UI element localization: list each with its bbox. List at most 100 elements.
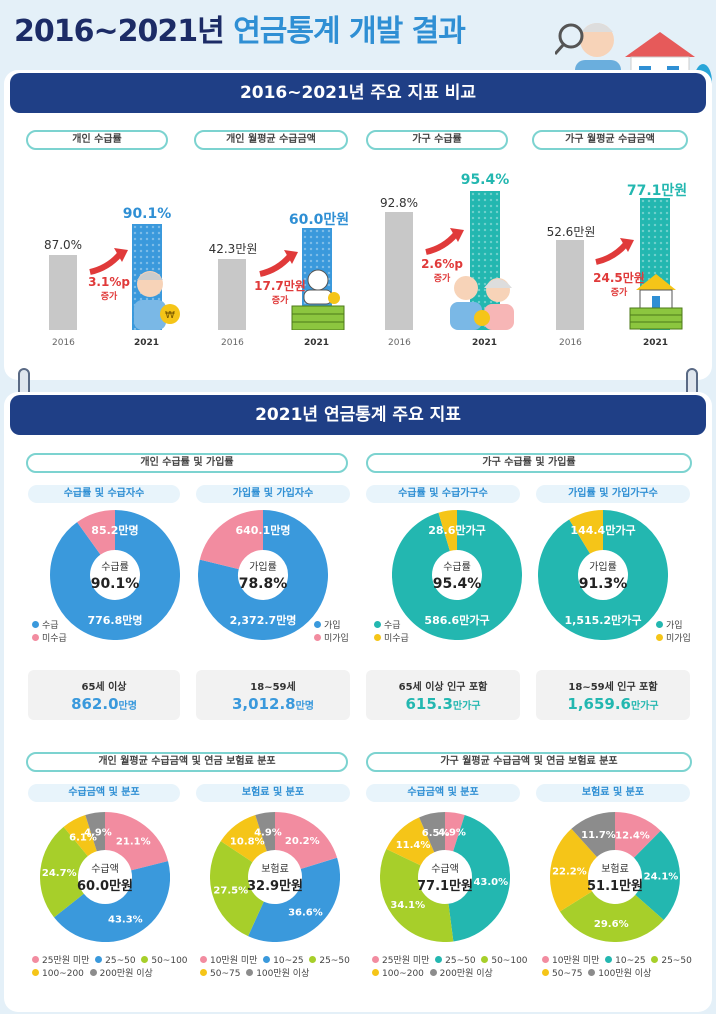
donut-slice bbox=[569, 510, 605, 555]
section2-banner: 2021년 연금통계 주요 지표 bbox=[10, 395, 706, 435]
group-household-rate: 가구 수급률 및 가입률 bbox=[366, 453, 692, 473]
slice-label: 12.4% bbox=[615, 830, 650, 841]
donut-center-value: 77.1만원 bbox=[417, 878, 473, 894]
dist-donut: 수급액 77.1만원 4.9% 43.0% 34.1% 11.4%6.5% bbox=[380, 812, 510, 942]
legend: 25만원 미만 25~50 50~100 100~200 200만원 이상 bbox=[32, 955, 188, 981]
chart4-label: 가구 월평균 수급금액 bbox=[532, 130, 688, 150]
donut-center bbox=[92, 552, 138, 598]
value-2016: 52.6만원 bbox=[546, 225, 596, 239]
donut-slice bbox=[273, 812, 338, 870]
page-title: 2016~2021년 연금통계 개발 결과 bbox=[14, 14, 466, 49]
value-2021: 90.1% bbox=[122, 206, 172, 222]
value-2016: 42.3만원 bbox=[208, 242, 258, 256]
donut-center-value: 90.1% bbox=[91, 576, 140, 592]
value-2021: 77.1만원 bbox=[626, 183, 688, 199]
group-personal-dist: 개인 월평균 수급금액 및 연금 보험료 분포 bbox=[26, 752, 348, 772]
svg-text:₩: ₩ bbox=[165, 310, 175, 321]
increase-label: 2.6%p 증가 bbox=[421, 257, 463, 285]
donut-slice bbox=[103, 812, 169, 872]
slice-label: 6.1% bbox=[69, 833, 97, 844]
sub-label: 수급금액 및 분포 bbox=[366, 784, 520, 802]
chart1-label: 개인 수급률 bbox=[26, 130, 168, 150]
slice-label: 21.1% bbox=[116, 837, 151, 848]
year-2016: 2016 bbox=[388, 338, 411, 348]
chart2-label: 개인 월평균 수급금액 bbox=[194, 130, 348, 150]
donut-bottom-value: 1,515.2만가구 bbox=[565, 613, 642, 627]
legend: 가입 미가입 bbox=[656, 620, 691, 646]
slice-label: 29.6% bbox=[594, 919, 629, 930]
donut-slice bbox=[613, 812, 661, 859]
donut-slice bbox=[248, 857, 340, 942]
slice-label: 24.1% bbox=[644, 871, 679, 882]
group-household-dist: 가구 월평균 수급금액 및 연금 보험료 분포 bbox=[366, 752, 692, 772]
value-2016: 92.8% bbox=[379, 196, 419, 210]
sub-label: 가입률 및 가입자수 bbox=[196, 485, 350, 503]
donut-slice bbox=[392, 510, 522, 640]
increase-arrow-icon bbox=[259, 250, 298, 277]
year-2016: 2016 bbox=[559, 338, 582, 348]
value-2016: 87.0% bbox=[43, 238, 83, 252]
donut-center-label: 수급률 bbox=[443, 561, 471, 573]
slice-label: 10.8% bbox=[230, 836, 265, 847]
slice-label: 36.6% bbox=[288, 908, 323, 919]
elderly-person-icon: ₩ bbox=[134, 271, 180, 330]
rate-donut: 수급률 95.4% 28.6만가구 586.6만가구 bbox=[392, 510, 522, 640]
year-2021: 2021 bbox=[134, 338, 160, 348]
sub-label: 보험료 및 분포 bbox=[196, 784, 350, 802]
elderly-couple-icon bbox=[450, 276, 514, 330]
slice-label: 43.0% bbox=[473, 877, 508, 888]
donut-bottom-value: 776.8만명 bbox=[87, 613, 142, 627]
donut-slice bbox=[255, 812, 276, 852]
donut-top-value: 640.1만명 bbox=[235, 523, 290, 537]
donut-top-value: 85.2만명 bbox=[91, 523, 138, 537]
donut-slice bbox=[63, 815, 98, 857]
donut-center-label: 수급액 bbox=[91, 863, 119, 875]
donut-center bbox=[580, 552, 626, 598]
donut-slice bbox=[85, 812, 106, 852]
donut-center-label: 보험료 bbox=[601, 863, 629, 875]
money-stack-icon bbox=[291, 269, 345, 330]
donut-slice bbox=[571, 812, 617, 858]
sub-label: 수급금액 및 분포 bbox=[28, 784, 180, 802]
slice-label: 22.2% bbox=[552, 867, 587, 878]
donut-center-value: 51.1만원 bbox=[587, 878, 643, 894]
increase-arrow-icon bbox=[595, 238, 634, 265]
bar-2016 bbox=[218, 259, 246, 330]
donut-top-value: 144.4만가구 bbox=[570, 523, 635, 537]
rate-donut: 수급률 90.1% 85.2만명 776.8만명 bbox=[50, 510, 180, 640]
slice-label: 4.9% bbox=[254, 828, 282, 839]
donut-center-value: 60.0만원 bbox=[77, 878, 133, 894]
donut-center-label: 보험료 bbox=[261, 863, 289, 875]
legend: 가입 미가입 bbox=[314, 620, 349, 646]
year-2016: 2016 bbox=[221, 338, 244, 348]
donut-center-label: 가입률 bbox=[589, 560, 617, 573]
house-money-icon bbox=[629, 274, 683, 330]
legend: 수급 미수급 bbox=[374, 620, 409, 646]
donut-slice bbox=[54, 861, 170, 942]
rate-donut: 가입률 78.8% 640.1만명 2,372.7만명 bbox=[198, 510, 328, 640]
donut-slice bbox=[386, 817, 436, 867]
increase-label: 17.7만원 증가 bbox=[254, 279, 306, 307]
year-2021: 2021 bbox=[643, 338, 669, 348]
dist-donut: 보험료 32.9만원 20.2% 36.6% 27.5% 10.8%4.9% bbox=[210, 812, 340, 942]
rate-donut: 가입률 91.3% 144.4만가구 1,515.2만가구 bbox=[538, 510, 668, 640]
dist-donut: 수급액 60.0만원 21.1% 43.3% 24.7% 6.1%4.9% bbox=[40, 812, 170, 942]
year-2021: 2021 bbox=[472, 338, 498, 348]
slice-label: 27.5% bbox=[213, 886, 248, 897]
donut-slice bbox=[210, 841, 265, 937]
stat-box: 65세 이상 인구 포함 615.3만가구 bbox=[366, 670, 520, 720]
donut-center bbox=[590, 852, 640, 902]
donut-slice bbox=[559, 890, 664, 942]
value-2021: 95.4% bbox=[460, 172, 510, 188]
section1-panel bbox=[4, 70, 712, 380]
donut-center-value: 91.3% bbox=[579, 576, 628, 592]
slice-label: 11.7% bbox=[581, 830, 616, 841]
legend: 25만원 미만 25~50 50~100 100~200 200만원 이상 bbox=[372, 955, 528, 981]
slice-label: 34.1% bbox=[390, 900, 425, 911]
bar-2016 bbox=[49, 255, 77, 330]
section1-banner: 2016~2021년 주요 지표 비교 bbox=[10, 73, 706, 113]
donut-slice bbox=[447, 815, 510, 942]
increase-label: 24.5만원 증가 bbox=[593, 271, 645, 299]
bar-2016 bbox=[385, 212, 413, 330]
donut-center-value: 32.9만원 bbox=[247, 878, 303, 894]
